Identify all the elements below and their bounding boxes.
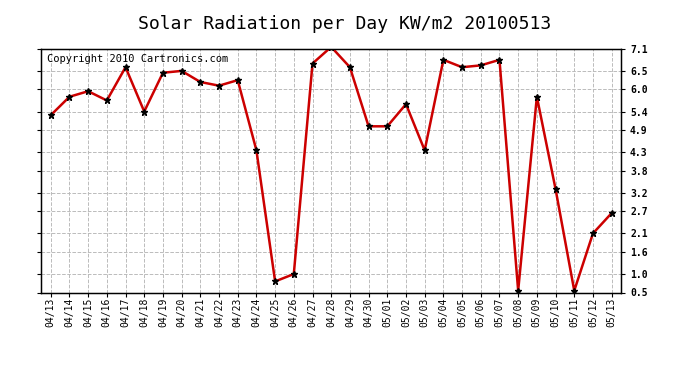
Text: Copyright 2010 Cartronics.com: Copyright 2010 Cartronics.com: [47, 54, 228, 64]
Text: Solar Radiation per Day KW/m2 20100513: Solar Radiation per Day KW/m2 20100513: [139, 15, 551, 33]
